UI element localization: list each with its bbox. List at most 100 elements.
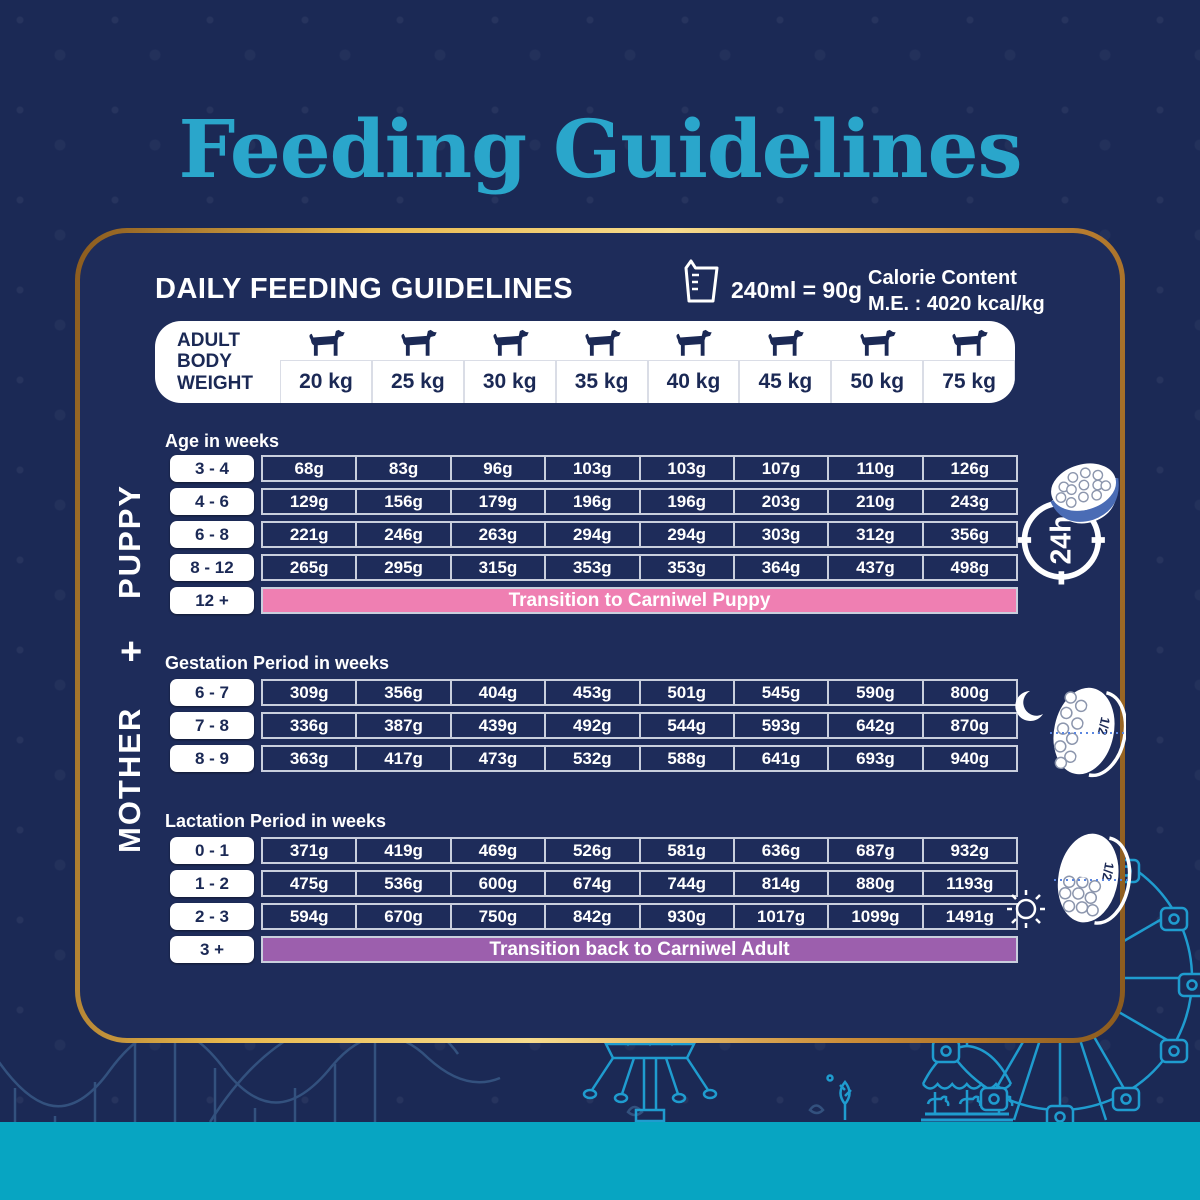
mother-plus-sign: + [120, 631, 143, 673]
amount-cell: 636g [734, 839, 828, 862]
amount-cell: 387g [357, 714, 450, 737]
mother-section-label: MOTHER [112, 706, 147, 854]
table-row: 7 - 8 336g 387g 439g 492g 544g 593g 642g 870g [170, 712, 1018, 739]
amount-cell: 744g [640, 872, 733, 895]
gestation-table: 6 - 7 309g 356g 404g 453g 501g 545g 590g 800g 7 -… [170, 679, 1018, 778]
amount-cell: 417g [357, 747, 450, 770]
amount-cell: 1491g [923, 905, 1016, 928]
amount-cell: 687g [829, 839, 922, 862]
bottom-teal-band [0, 1122, 1200, 1200]
moon-icon [1015, 691, 1043, 721]
measuring-cup-icon [684, 259, 719, 303]
weight-columns: 20 kg 25 kg 30 kg 35 kg 40 kg 45 kg 50 kg 75 kg [280, 321, 1015, 403]
amount-cell: 353g [640, 556, 733, 579]
amount-cell: 371g [263, 839, 356, 862]
transition-banner: Transition back to Carniwel Adult [261, 936, 1018, 963]
weight-value: 45 kg [739, 360, 832, 403]
row-range-label: 8 - 9 [170, 745, 254, 772]
adult-body-weight-header: ADULT BODY WEIGHT 20 kg 25 kg 30 kg 35 kg 40… [155, 321, 1015, 403]
weight-column: 35 kg [555, 321, 648, 403]
amount-cell: 309g [263, 681, 356, 704]
amount-cell: 196g [546, 490, 639, 513]
weight-column: 75 kg [923, 321, 1015, 403]
amount-cell: 83g [357, 457, 450, 480]
table-row: 1 - 2 475g 536g 600g 674g 744g 814g 880g 1193g [170, 870, 1018, 897]
row-cells: 363g 417g 473g 532g 588g 641g 693g 940g [261, 745, 1018, 772]
row-range-label: 1 - 2 [170, 870, 254, 897]
row-range-label: 4 - 6 [170, 488, 254, 515]
amount-cell: 800g [923, 681, 1016, 704]
table-row: 8 - 9 363g 417g 473g 532g 588g 641g 693g 940g [170, 745, 1018, 772]
tree-icon [826, 1074, 852, 1120]
amount-cell: 750g [451, 905, 545, 928]
row-cells: 129g 156g 179g 196g 196g 203g 210g 243g [261, 488, 1018, 515]
row-range-label: 0 - 1 [170, 837, 254, 864]
half-portion-label: 1/2 [1095, 716, 1113, 737]
row-cells: 336g 387g 439g 492g 544g 593g 642g 870g [261, 712, 1018, 739]
amount-cell: 532g [546, 747, 639, 770]
amount-cell: 814g [734, 872, 828, 895]
amount-cell: 870g [923, 714, 1016, 737]
weight-column: 30 kg [463, 321, 556, 403]
weight-value: 20 kg [280, 360, 372, 403]
amount-cell: 315g [451, 556, 545, 579]
amount-cell: 536g [357, 872, 450, 895]
weight-column: 50 kg [831, 321, 924, 403]
weight-column: 25 kg [371, 321, 464, 403]
amount-cell: 294g [640, 523, 733, 546]
amount-cell: 364g [734, 556, 828, 579]
gestation-title: Gestation Period in weeks [165, 653, 390, 673]
amount-cell: 356g [357, 681, 450, 704]
amount-cell: 356g [923, 523, 1016, 546]
guidelines-panel: DAILY FEEDING GUIDELINES 240ml = 90g Cal… [75, 228, 1132, 1043]
amount-cell: 641g [734, 747, 828, 770]
weight-value: 40 kg [647, 360, 740, 403]
amount-cell: 203g [734, 490, 828, 513]
amount-cell: 221g [263, 523, 356, 546]
row-range-label: 2 - 3 [170, 903, 254, 930]
amount-cell: 545g [734, 681, 828, 704]
amount-cell: 179g [451, 490, 545, 513]
dog-icon [768, 329, 805, 356]
table-row: 12 + Transition to Carniwel Puppy [170, 587, 1018, 614]
amount-cell: 1193g [923, 872, 1016, 895]
row-cells: 68g 83g 96g 103g 103g 107g 110g 126g [261, 455, 1018, 482]
table-row: 6 - 7 309g 356g 404g 453g 501g 545g 590g 800g [170, 679, 1018, 706]
amount-cell: 932g [923, 839, 1016, 862]
amount-cell: 526g [546, 839, 639, 862]
calorie-content: Calorie Content M.E. : 4020 kcal/kg [868, 265, 1045, 317]
amount-cell: 544g [640, 714, 733, 737]
row-cells: 475g 536g 600g 674g 744g 814g 880g 1193g [261, 870, 1018, 897]
weight-column: 40 kg [647, 321, 740, 403]
calorie-line2: M.E. : 4020 kcal/kg [868, 293, 1045, 315]
puppy-section-label: PUPPY [112, 483, 147, 599]
amount-cell: 243g [923, 490, 1016, 513]
table-row: 6 - 8 221g 246g 263g 294g 294g 303g 312g 356g [170, 521, 1018, 548]
transition-banner: Transition to Carniwel Puppy [261, 587, 1018, 614]
amount-cell: 129g [263, 490, 356, 513]
page-title: Feeding Guidelines [178, 101, 1022, 196]
amount-cell: 263g [451, 523, 545, 546]
amount-cell: 1017g [734, 905, 828, 928]
row-cells: 594g 670g 750g 842g 930g 1017g 1099g 1491g [261, 903, 1018, 930]
amount-cell: 600g [451, 872, 545, 895]
amount-cell: 196g [640, 490, 733, 513]
weight-column: 20 kg [280, 321, 372, 403]
amount-cell: 353g [546, 556, 639, 579]
weight-value: 50 kg [831, 360, 924, 403]
amount-cell: 1099g [829, 905, 922, 928]
amount-cell: 501g [640, 681, 733, 704]
amount-cell: 588g [640, 747, 733, 770]
sun-icon [1007, 890, 1045, 928]
weight-value: 30 kg [463, 360, 556, 403]
amount-cell: 103g [640, 457, 733, 480]
weight-value: 75 kg [923, 360, 1015, 403]
measuring-cup-note: 240ml = 90g [678, 257, 862, 305]
lactation-table: 0 - 1 371g 419g 469g 526g 581g 636g 687g 932g 1 -… [170, 837, 1018, 969]
amount-cell: 303g [734, 523, 828, 546]
dog-icon [676, 329, 713, 356]
amount-cell: 103g [546, 457, 639, 480]
weight-value: 25 kg [371, 360, 464, 403]
dog-icon [493, 329, 529, 356]
